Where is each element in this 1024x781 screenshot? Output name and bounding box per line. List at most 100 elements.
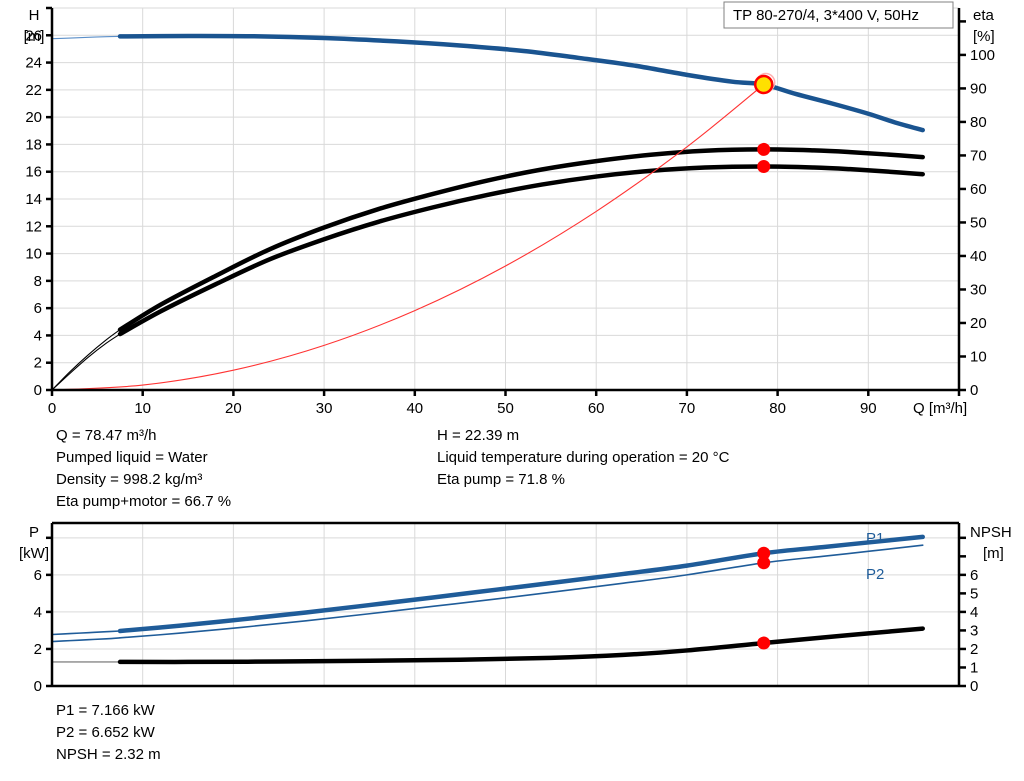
y2-axis-tick-label: 6 <box>970 567 978 584</box>
curve-npsh <box>117 626 925 665</box>
curve-p1-thin-extrapolated <box>51 630 121 636</box>
operating-data-line-4: Eta pump+motor = 66.7 % <box>56 493 232 510</box>
y2-axis-tick-label: 90 <box>970 80 987 97</box>
y2-axis-tick-label: 3 <box>970 622 978 639</box>
npsh-duty-point <box>757 636 771 650</box>
curve-p2 <box>119 544 924 639</box>
y-axis-tick-label: 0 <box>34 382 42 399</box>
curve-h-head-curve <box>117 33 925 133</box>
grid-lines <box>52 7 959 391</box>
operating-data-line-1: Q = 78.47 m³/h <box>56 427 157 444</box>
head-eta-chart: 0246810121416182022242601020304050607080… <box>24 1 995 417</box>
power-data-line-1: P1 = 7.166 kW <box>56 702 155 719</box>
x-axis-tick-label: 80 <box>769 400 786 417</box>
duty-markers <box>753 72 776 173</box>
y-axis-tick-label: 16 <box>25 164 42 181</box>
y-axis-tick-label: 20 <box>25 109 42 126</box>
x-axis-tick-label: 70 <box>679 400 696 417</box>
y2-axis-tick-label: 4 <box>970 604 978 621</box>
y-axis-unit: [m] <box>24 28 45 45</box>
y-axis-tick-label: 4 <box>34 604 42 621</box>
series-group <box>51 33 925 391</box>
y-axis-tick-label: 2 <box>34 355 42 372</box>
y-axis-unit: [kW] <box>19 545 49 562</box>
curve-eta-pump <box>117 147 925 332</box>
y2-axis-tick-label: 50 <box>970 214 987 231</box>
series-label-p1: P1 <box>866 530 884 547</box>
eta-pump-motor-point <box>757 159 771 173</box>
y2-axis-title: NPSH <box>970 524 1012 541</box>
y2-axis-tick-label: 60 <box>970 181 987 198</box>
operating-data-line-2: Liquid temperature during operation = 20… <box>437 449 730 466</box>
operating-data-line-2: Pumped liquid = Water <box>56 449 208 466</box>
operating-data-right: H = 22.39 m Liquid temperature during ope… <box>437 425 729 491</box>
y2-axis-tick-label: 0 <box>970 678 978 695</box>
y-axis-tick-label: 22 <box>25 82 42 99</box>
x-axis-tick-label: 60 <box>588 400 605 417</box>
y2-axis-tick-label: 0 <box>970 382 978 399</box>
y-axis-tick-label: 8 <box>34 273 42 290</box>
y-axis-tick-label: 26 <box>25 27 42 44</box>
power-data-line-3: NPSH = 2.32 m <box>56 746 161 763</box>
duty-point <box>753 74 774 95</box>
y-axis-tick-label: 18 <box>25 136 42 153</box>
y-axis-tick-label: 24 <box>25 55 42 72</box>
operating-data-line-1: H = 22.39 m <box>437 427 520 444</box>
y2-axis-tick-label: 5 <box>970 585 978 602</box>
x-axis-tick-label: 0 <box>48 400 56 417</box>
y-axis-tick-label: 10 <box>25 246 42 263</box>
curve-h-head-curve-thin-extrapolated <box>51 35 121 40</box>
curve-system-curve <box>51 83 765 391</box>
x-axis-tick-label: 10 <box>134 400 151 417</box>
operating-data-left: Q = 78.47 m³/h Pumped liquid = Water Densi… <box>56 425 231 513</box>
p2-duty-point <box>757 556 771 570</box>
y2-axis-tick-label: 2 <box>970 641 978 658</box>
y-axis-tick-label: 6 <box>34 567 42 584</box>
y-axis-title: H <box>29 7 40 24</box>
duty-markers <box>757 546 771 650</box>
y-axis-tick-label: 12 <box>25 218 42 235</box>
y2-axis-unit: [m] <box>983 545 1004 562</box>
series-label-p2: P2 <box>866 566 884 583</box>
y-axis-tick-label: 6 <box>34 300 42 317</box>
p1-duty-point <box>757 546 771 560</box>
y-axis-title: P <box>29 524 39 541</box>
legend-box: TP 80-270/4, 3*400 V, 50Hz <box>723 1 954 29</box>
curve-eta-pump-motor-thin-outer-extrapolated <box>51 333 121 391</box>
operating-data-line-3: Eta pump = 71.8 % <box>437 471 565 488</box>
curve-p2-thin-extrapolated <box>51 637 121 643</box>
legend-title: TP 80-270/4, 3*400 V, 50Hz <box>733 7 919 24</box>
x-axis-title: Q [m³/h] <box>913 400 967 417</box>
legend-background <box>723 1 954 29</box>
x-axis-tick-label: 20 <box>225 400 242 417</box>
y2-axis-tick-label: 100 <box>970 47 995 64</box>
power-data-line-2: P2 = 6.652 kW <box>56 724 155 741</box>
curve-eta-pump-thin-outer-extrapolated <box>51 329 121 391</box>
y2-axis-tick-label: 80 <box>970 114 987 131</box>
y2-axis-tick-label: 20 <box>970 315 987 332</box>
x-axis-tick-label: 90 <box>860 400 877 417</box>
y2-axis-title: eta <box>973 7 995 24</box>
y-axis-tick-label: 0 <box>34 678 42 695</box>
y-axis-tick-label: 14 <box>25 191 42 208</box>
y2-axis-tick-label: 30 <box>970 281 987 298</box>
y2-axis-tick-label: 10 <box>970 348 987 365</box>
y-axis-tick-label: 4 <box>34 327 42 344</box>
curve-p1 <box>117 534 925 634</box>
x-axis-tick-label: 40 <box>406 400 423 417</box>
series-group <box>51 534 925 665</box>
x-axis-tick-label: 30 <box>316 400 333 417</box>
eta-pump-point <box>757 142 771 156</box>
y2-axis-unit: [%] <box>973 28 995 45</box>
x-axis-tick-label: 50 <box>497 400 514 417</box>
axes: 0246810121416182022242601020304050607080… <box>25 6 995 417</box>
y2-axis-tick-label: 70 <box>970 147 987 164</box>
power-data: P1 = 7.166 kW P2 = 6.652 kW NPSH = 2.32 m <box>56 700 161 766</box>
operating-data-line-3: Density = 998.2 kg/m³ <box>56 471 203 488</box>
curve-eta-pump-motor <box>117 164 925 337</box>
y2-axis-tick-label: 40 <box>970 248 987 265</box>
y-axis-tick-label: 2 <box>34 641 42 658</box>
